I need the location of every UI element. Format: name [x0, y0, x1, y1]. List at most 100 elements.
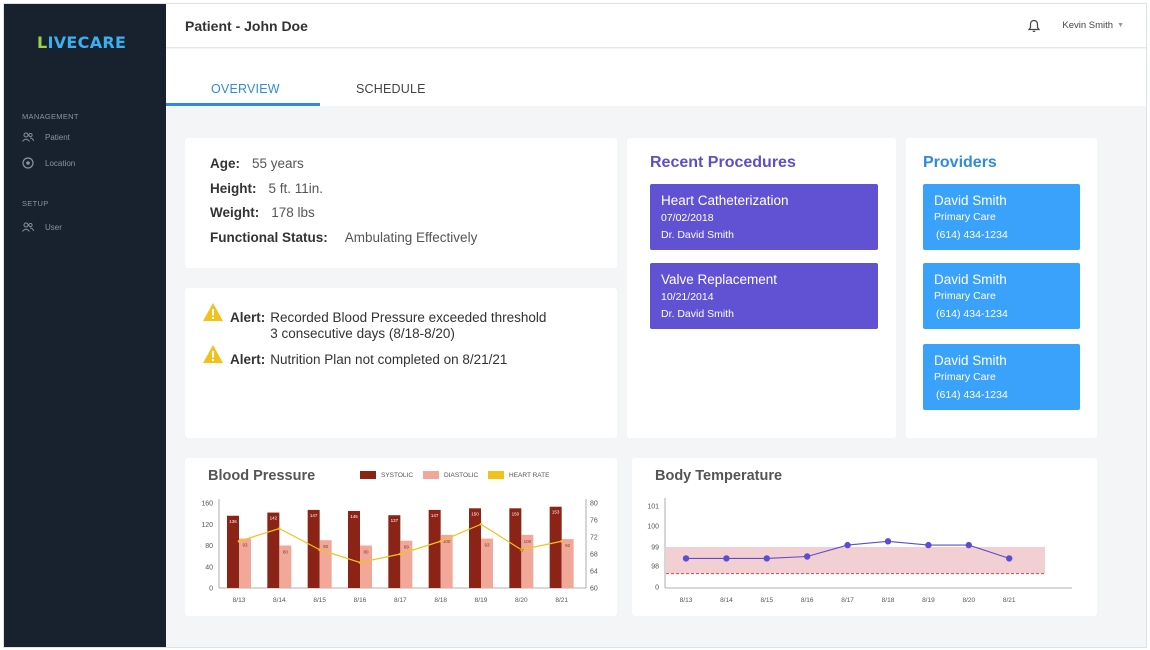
alert-item: Alert: Recorded Blood Pressure exceeded … [202, 302, 546, 342]
x-tick-label: 8/15 [760, 597, 773, 604]
y2-tick-label: 72 [590, 535, 598, 542]
y2-tick-label: 60 [590, 586, 598, 593]
y-tick-label: 160 [201, 501, 213, 508]
y-tick-label: 101 [647, 504, 659, 511]
procedure-date: 07/02/2018 [661, 212, 714, 224]
heart-rate-point [439, 539, 442, 543]
page-title: Patient - John Doe [185, 18, 308, 34]
sidebar-item-label: User [45, 222, 62, 232]
provider-item[interactable]: David Smith Primary Care (614) 434-1234 [923, 344, 1080, 410]
x-tick-label: 8/18 [434, 597, 447, 604]
procedure-item[interactable]: Valve Replacement 10/21/2014 Dr. David S… [650, 263, 878, 329]
systolic-bar-label: 147 [431, 513, 439, 518]
systolic-bar-label: 142 [270, 516, 278, 521]
heart-rate-point [479, 522, 483, 526]
systolic-bar-label: 137 [391, 518, 399, 523]
systolic-bar-label: 150 [471, 511, 479, 516]
provider-name: David Smith [934, 193, 1007, 208]
active-tab-indicator [166, 103, 320, 106]
provider-item[interactable]: David Smith Primary Care (614) 434-1234 [923, 263, 1080, 329]
procedure-doctor: Dr. David Smith [661, 308, 734, 320]
heart-rate-point [278, 527, 281, 530]
temperature-point [804, 553, 811, 560]
alert-text: Recorded Blood Pressure exceeded thresho… [270, 310, 547, 325]
systolic-bar [428, 509, 441, 588]
systolic-bar [388, 515, 401, 588]
tab-overview[interactable]: OVERVIEW [211, 82, 280, 96]
recent-procedures-card: Recent Procedures Heart Catheterization … [627, 138, 896, 438]
diastolic-bar-label: 80 [283, 550, 289, 555]
heart-rate-point [318, 548, 321, 552]
diastolic-bar [360, 545, 372, 588]
temperature-point [723, 555, 730, 562]
tab-schedule[interactable]: SCHEDULE [356, 82, 426, 96]
sidebar-section-setup: SETUP [22, 199, 49, 208]
provider-role: Primary Care [934, 211, 996, 223]
heart-rate-point [520, 548, 523, 552]
procedure-date: 10/21/2014 [661, 291, 714, 303]
x-tick-label: 8/19 [922, 597, 935, 604]
sidebar-item-label: Patient [45, 132, 70, 142]
diastolic-bar-label: 90 [323, 544, 329, 549]
y-tick-label: 0 [209, 586, 213, 593]
info-row-age: Age: 55 years [210, 156, 304, 171]
systolic-bar-label: 150 [512, 511, 520, 516]
diastolic-bar-label: 89 [404, 545, 410, 550]
x-tick-label: 8/16 [801, 597, 814, 604]
provider-phone: (614) 434-1234 [936, 389, 1008, 401]
bell-icon[interactable] [1027, 19, 1041, 33]
diastolic-bar [481, 538, 493, 588]
user-name: Kevin Smith [1062, 20, 1114, 31]
procedure-item[interactable]: Heart Catheterization 07/02/2018 Dr. Dav… [650, 184, 878, 250]
app-window: LIVECARE MANAGEMENT Patient Location SET… [3, 3, 1147, 648]
info-row-weight: Weight: 178 lbs [210, 205, 315, 220]
systolic-bar [307, 509, 320, 588]
body-temperature-card: Body Temperature 0 98 99 100 101 8/13 8/14 8/15… [632, 458, 1097, 616]
chevron-down-icon: ▼ [1117, 22, 1124, 29]
x-tick-label: 8/17 [841, 597, 854, 604]
systolic-bar [509, 508, 522, 588]
heart-rate-point [560, 539, 563, 543]
livecare-logo[interactable]: LIVECARE [37, 33, 127, 52]
x-tick-label: 8/19 [475, 597, 488, 604]
heart-rate-point [399, 552, 402, 556]
systolic-bar [469, 508, 481, 588]
diastolic-bar-label: 93 [484, 543, 490, 548]
y-tick-label: 98 [651, 564, 659, 571]
diastolic-bar-label: 92 [565, 543, 571, 548]
y2-tick-label: 76 [590, 518, 598, 525]
alert-item: Alert: Nutrition Plan not completed on 8… [202, 344, 507, 368]
x-tick-label: 8/16 [354, 597, 367, 604]
user-menu[interactable]: Kevin Smith ▼ [1062, 20, 1124, 31]
systolic-bar [348, 510, 360, 588]
info-row-height: Height: 5 ft. 11in. [210, 181, 324, 196]
x-tick-label: 8/21 [555, 597, 568, 604]
users-icon [22, 131, 34, 143]
temperature-point [1006, 555, 1013, 562]
temperature-point [884, 538, 892, 545]
legend-heart-rate: HEART RATE [488, 471, 549, 479]
sidebar: LIVECARE MANAGEMENT Patient Location SET… [4, 4, 166, 647]
sidebar-item-location[interactable]: Location [22, 156, 75, 170]
systolic-bar [549, 506, 562, 588]
provider-phone: (614) 434-1234 [936, 308, 1008, 320]
sidebar-item-label: Location [45, 158, 76, 168]
legend-diastolic: DIASTOLIC [423, 471, 478, 479]
systolic-bar [227, 515, 239, 588]
diastolic-bar [561, 539, 574, 588]
procedure-name: Heart Catheterization [661, 193, 789, 208]
body-temperature-chart: 0 98 99 100 101 8/13 8/14 8/15 8/16 8/17 8/18 8/19 8… [647, 498, 1072, 604]
x-tick-label: 8/20 [962, 597, 975, 604]
provider-phone: (614) 434-1234 [936, 229, 1008, 241]
users-icon [22, 221, 34, 233]
location-pin-icon [22, 157, 34, 169]
sidebar-item-user[interactable]: User [22, 220, 62, 234]
provider-role: Primary Care [934, 290, 996, 302]
sidebar-item-patient[interactable]: Patient [22, 130, 70, 144]
diastolic-bar-label: 100 [524, 539, 532, 544]
provider-item[interactable]: David Smith Primary Care (614) 434-1234 [923, 184, 1080, 250]
legend-swatch [423, 471, 439, 479]
y-tick-label: 100 [647, 524, 659, 531]
systolic-bar-label: 145 [350, 514, 358, 519]
systolic-bar-label: 136 [229, 519, 237, 524]
